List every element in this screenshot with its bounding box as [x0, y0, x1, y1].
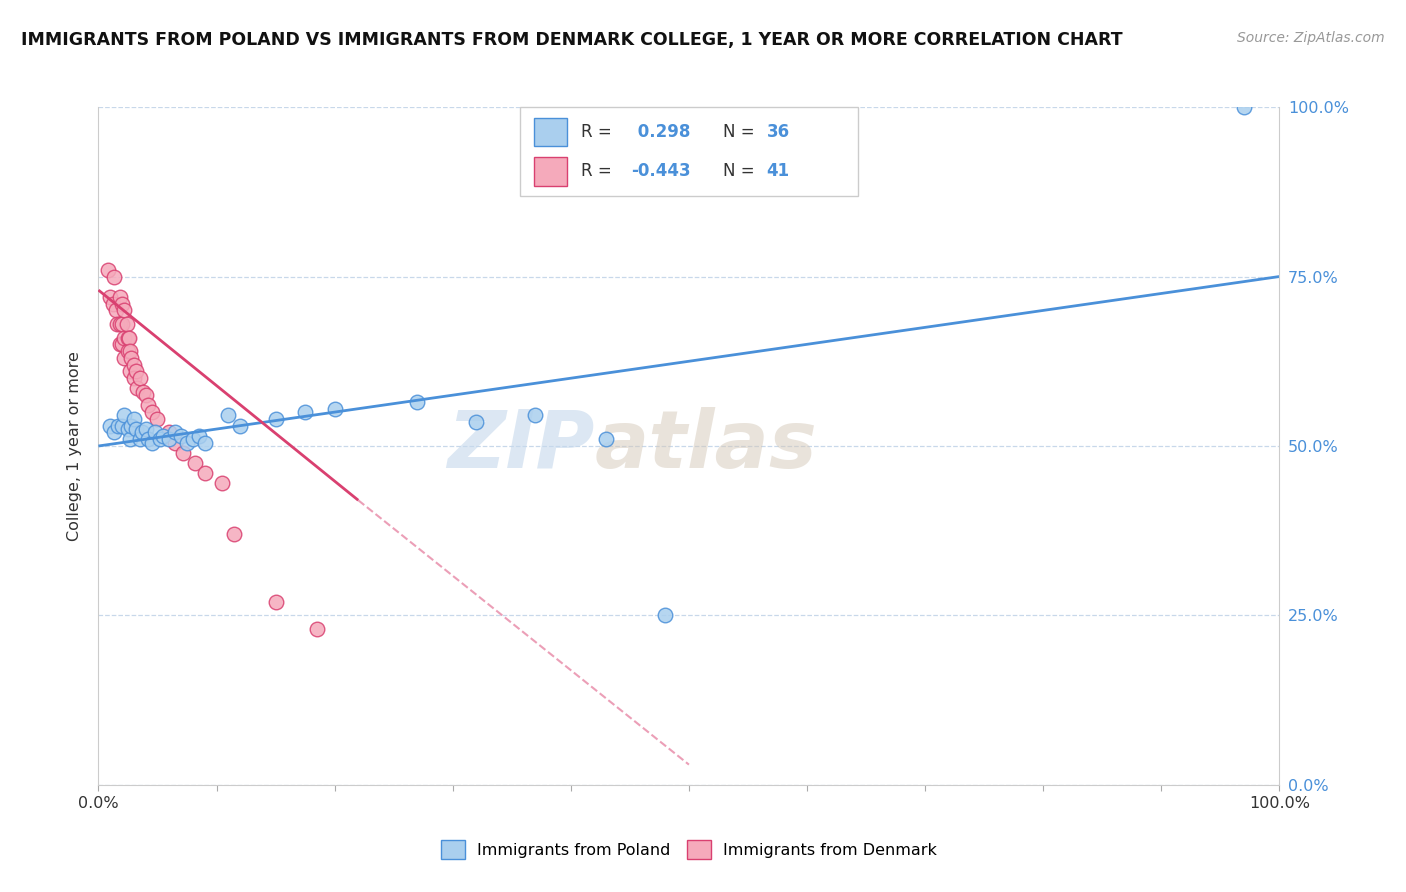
Point [117, 344, 139, 359]
Point [112, 330, 135, 344]
Point [224, 527, 246, 541]
Point [132, 384, 155, 399]
Point [194, 435, 217, 450]
Point [136, 398, 159, 412]
Text: 41: 41 [766, 162, 790, 180]
Point [105, 317, 128, 331]
Point [122, 358, 145, 372]
Point [1233, 100, 1256, 114]
Legend: Immigrants from Poland, Immigrants from Denmark: Immigrants from Poland, Immigrants from … [434, 834, 943, 865]
Point [118, 330, 141, 344]
Point [128, 432, 150, 446]
Point [211, 476, 233, 491]
Point [97, 262, 120, 277]
Point [122, 412, 145, 426]
Point [141, 405, 163, 419]
Text: N =: N = [723, 123, 759, 141]
Point [170, 429, 193, 443]
Point [305, 622, 328, 636]
Point [654, 608, 676, 623]
Point [111, 337, 134, 351]
Point [595, 432, 617, 446]
Point [524, 409, 547, 423]
Text: -0.443: -0.443 [631, 162, 692, 180]
Point [165, 435, 187, 450]
Point [115, 317, 138, 331]
Point [120, 344, 142, 359]
Point [264, 595, 287, 609]
Point [105, 303, 128, 318]
Point [101, 296, 124, 310]
Point [103, 425, 125, 440]
Point [122, 371, 145, 385]
Point [135, 422, 157, 436]
Point [120, 432, 142, 446]
Point [121, 351, 143, 365]
Point [176, 435, 198, 450]
Point [229, 418, 252, 433]
Bar [534, 118, 568, 146]
Text: Source: ZipAtlas.com: Source: ZipAtlas.com [1237, 31, 1385, 45]
Point [165, 425, 187, 440]
Point [108, 290, 131, 304]
Point [187, 429, 209, 443]
Point [217, 409, 239, 423]
Text: N =: N = [723, 162, 759, 180]
Text: 0.298: 0.298 [631, 123, 690, 141]
Point [112, 351, 135, 365]
Point [127, 381, 149, 395]
FancyBboxPatch shape [520, 107, 858, 196]
Point [117, 422, 139, 436]
Point [120, 364, 142, 378]
Text: IMMIGRANTS FROM POLAND VS IMMIGRANTS FROM DENMARK COLLEGE, 1 YEAR OR MORE CORREL: IMMIGRANTS FROM POLAND VS IMMIGRANTS FRO… [21, 31, 1123, 49]
Text: atlas: atlas [595, 407, 817, 485]
Point [111, 317, 134, 331]
Point [125, 422, 148, 436]
Point [111, 418, 134, 433]
Point [157, 432, 180, 446]
Point [117, 330, 139, 344]
Point [107, 418, 129, 433]
Point [172, 446, 194, 460]
Point [323, 401, 346, 416]
Text: ZIP: ZIP [447, 407, 595, 485]
Point [98, 418, 121, 433]
Point [184, 456, 207, 470]
Point [149, 432, 172, 446]
Point [406, 395, 429, 409]
Point [181, 432, 204, 446]
Point [141, 435, 163, 450]
Point [294, 405, 316, 419]
Point [112, 409, 135, 423]
Point [143, 425, 166, 440]
Point [194, 466, 217, 480]
Point [157, 425, 180, 440]
Bar [534, 157, 568, 186]
Point [112, 303, 135, 318]
Point [136, 432, 159, 446]
Text: 36: 36 [766, 123, 790, 141]
Point [111, 296, 134, 310]
Text: R =: R = [581, 162, 617, 180]
Point [125, 364, 148, 378]
Point [128, 371, 150, 385]
Point [152, 429, 174, 443]
Point [135, 388, 157, 402]
Point [264, 412, 287, 426]
Text: R =: R = [581, 123, 617, 141]
Y-axis label: College, 1 year or more: College, 1 year or more [67, 351, 83, 541]
Point [108, 317, 131, 331]
Point [131, 425, 153, 440]
Point [465, 415, 488, 429]
Point [98, 290, 121, 304]
Point [108, 337, 131, 351]
Point [146, 412, 169, 426]
Point [121, 418, 143, 433]
Point [103, 269, 125, 284]
